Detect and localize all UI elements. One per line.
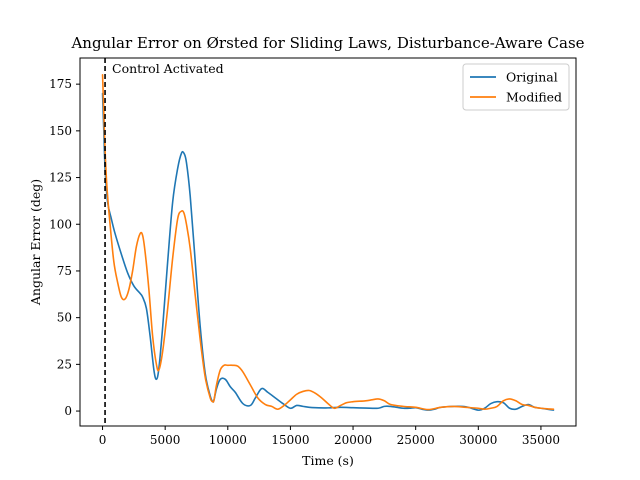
x-axis-label: Time (s) — [302, 453, 354, 468]
y-tick-label: 175 — [49, 77, 72, 91]
x-tick-label: 35000 — [522, 433, 560, 447]
legend-box — [462, 63, 570, 111]
x-tick-label: 30000 — [459, 433, 497, 447]
x-tick-label: 0 — [99, 433, 107, 447]
y-tick-label: 50 — [57, 311, 72, 325]
x-tick-label: 25000 — [397, 433, 435, 447]
y-tick-label: 150 — [49, 124, 72, 138]
plot-frame — [79, 57, 577, 427]
series-layer — [101, 74, 555, 411]
control-activated-label: Control Activated — [112, 61, 224, 76]
y-axis-label: Angular Error (deg) — [28, 179, 43, 306]
y-tick-label: 125 — [49, 171, 72, 185]
y-tick-label: 25 — [57, 357, 72, 371]
legend-label-original: Original — [506, 70, 558, 85]
series-line-modified — [101, 74, 555, 411]
y-tick-label: 75 — [57, 264, 72, 278]
x-tick-label: 20000 — [334, 433, 372, 447]
plot-area — [80, 58, 576, 426]
legend: Original Modified — [462, 63, 570, 111]
tick-layer: 0 5000 10000 15000 20000 25000 30000 35000 0 25 50… — [49, 77, 560, 447]
chart-title: Angular Error on Ørsted for Sliding Laws… — [70, 34, 584, 52]
x-tick-label: 10000 — [209, 433, 247, 447]
y-tick-label: 0 — [64, 404, 72, 418]
y-tick-label: 100 — [49, 217, 72, 231]
legend-label-modified: Modified — [506, 90, 562, 105]
x-tick-label: 5000 — [150, 433, 181, 447]
x-tick-label: 15000 — [271, 433, 309, 447]
annotation-layer: Control Activated — [104, 58, 224, 426]
